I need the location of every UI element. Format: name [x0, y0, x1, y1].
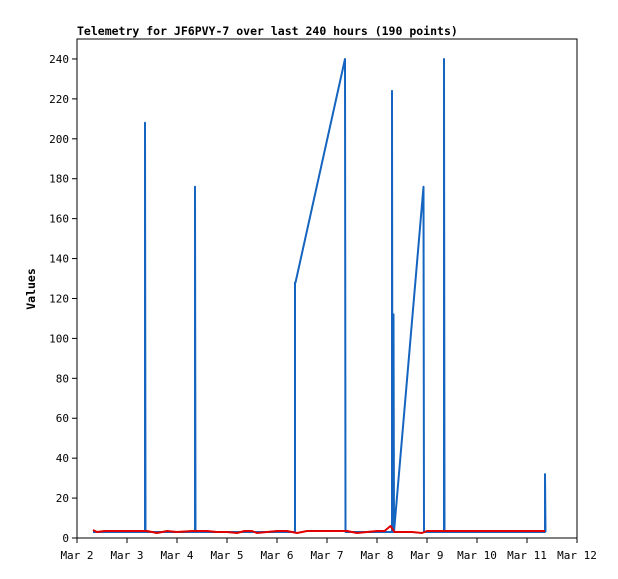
x-tick-label: Mar 10 [457, 549, 497, 562]
x-tick-label: Mar 3 [110, 549, 143, 562]
y-tick-label: 160 [49, 213, 69, 226]
series-line-2 [92, 525, 545, 534]
x-tick-label: Mar 7 [310, 549, 343, 562]
x-tick-label: Mar 2 [60, 549, 93, 562]
x-tick-label: Mar 6 [260, 549, 293, 562]
x-tick-label: Mar 9 [410, 549, 443, 562]
y-tick-label: 140 [49, 253, 69, 266]
y-tick-label: 0 [62, 532, 69, 545]
y-tick-label: 80 [56, 372, 69, 385]
y-tick-label: 40 [56, 452, 69, 465]
x-tick-label: Mar 12 [557, 549, 597, 562]
y-tick-label: 120 [49, 292, 69, 305]
series-line-1 [93, 58, 547, 533]
y-tick-label: 60 [56, 412, 69, 425]
x-tick-label: Mar 5 [210, 549, 243, 562]
x-tick-label: Mar 11 [507, 549, 547, 562]
y-axis-ticks: 0 20 40 60 80 100 120 140 160 180 200 220 240 [49, 53, 77, 545]
y-tick-label: 240 [49, 53, 69, 66]
y-tick-label: 100 [49, 332, 69, 345]
x-tick-label: Mar 8 [360, 549, 393, 562]
y-tick-label: 220 [49, 93, 69, 106]
y-tick-label: 20 [56, 492, 69, 505]
x-axis-ticks: Mar 2 Mar 3 Mar 4 Mar 5 Mar 6 Mar 7 Mar 8 Mar 9… [60, 538, 597, 562]
chart-title: Telemetry for JF6PVY-7 over last 240 hou… [77, 24, 458, 38]
y-tick-label: 180 [49, 173, 69, 186]
x-tick-label: Mar 4 [160, 549, 193, 562]
y-tick-label: 200 [49, 133, 69, 146]
series-lines [92, 58, 547, 534]
y-axis-label: Values [24, 268, 38, 310]
